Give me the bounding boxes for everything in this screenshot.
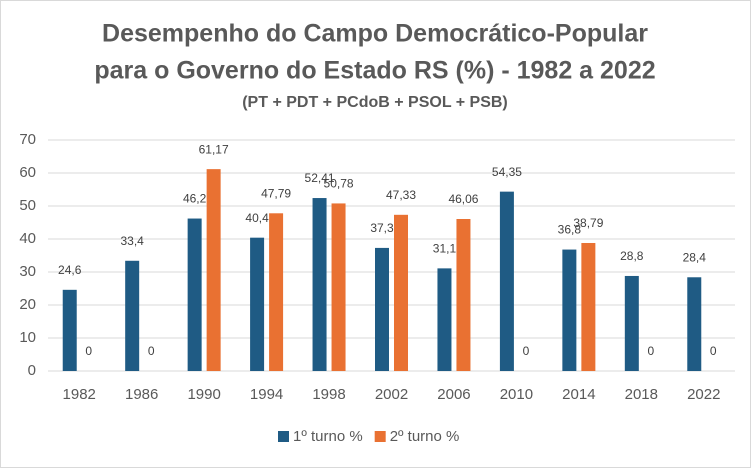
bar xyxy=(269,213,284,371)
value-label: 28,8 xyxy=(620,249,644,263)
value-label: 61,17 xyxy=(199,142,229,156)
y-tick-label: 60 xyxy=(19,164,36,181)
legend-swatch xyxy=(374,431,386,442)
value-label: 46,2 xyxy=(183,192,207,206)
x-tick-label: 1998 xyxy=(312,386,345,403)
value-label: 33,4 xyxy=(121,234,145,248)
bar xyxy=(250,237,265,371)
bar xyxy=(187,218,202,371)
value-label: 37,3 xyxy=(370,221,394,235)
x-tick-label: 1990 xyxy=(187,386,220,403)
y-tick-label: 30 xyxy=(19,263,36,280)
chart-title: Desempenho do Campo Democrático-Popular xyxy=(102,20,648,48)
bar xyxy=(687,277,702,371)
x-tick-label: 1986 xyxy=(125,386,158,403)
value-label: 50,78 xyxy=(324,177,354,191)
y-tick-label: 40 xyxy=(19,230,36,247)
bar xyxy=(624,275,639,371)
bar xyxy=(331,203,346,371)
y-tick-label: 50 xyxy=(19,197,36,214)
value-label: 38,79 xyxy=(573,216,603,230)
value-label: 0 xyxy=(710,344,717,358)
bar xyxy=(375,247,389,371)
bar xyxy=(437,268,452,371)
value-label: 47,79 xyxy=(261,186,291,200)
bar xyxy=(62,289,77,371)
x-tick-label: 2002 xyxy=(375,386,408,403)
x-tick-label: 1994 xyxy=(250,386,283,403)
value-label: 31,1 xyxy=(433,242,457,256)
value-label: 52,41 xyxy=(305,171,335,185)
y-tick-label: 0 xyxy=(28,362,36,379)
y-tick-label: 10 xyxy=(19,329,36,346)
value-label: 0 xyxy=(85,344,92,358)
value-label: 36,8 xyxy=(558,223,582,237)
bar xyxy=(456,219,471,371)
bar xyxy=(125,260,140,371)
bar xyxy=(394,214,408,371)
value-label: 40,4 xyxy=(245,211,269,225)
value-label: 28,4 xyxy=(683,250,707,264)
bar xyxy=(206,169,221,371)
bar xyxy=(499,191,514,371)
chart-title: para o Governo do Estado RS (%) - 1982 a… xyxy=(94,57,655,85)
value-label: 0 xyxy=(523,344,530,358)
chart-subtitle: (PT + PDT + PCdoB + PSOL + PSB) xyxy=(242,94,508,111)
x-tick-label: 2006 xyxy=(437,386,470,403)
value-label: 54,35 xyxy=(492,165,522,179)
y-tick-label: 20 xyxy=(19,296,36,313)
x-tick-label: 2018 xyxy=(625,386,658,403)
value-label: 0 xyxy=(148,344,155,358)
legend-label: 2º turno % xyxy=(390,428,460,445)
value-label: 47,33 xyxy=(386,188,416,202)
x-tick-label: 2014 xyxy=(562,386,595,403)
value-label: 46,06 xyxy=(448,192,478,206)
x-tick-label: 1982 xyxy=(63,386,96,403)
bar xyxy=(581,242,596,371)
value-label: 24,6 xyxy=(58,263,82,277)
bar xyxy=(312,198,327,371)
value-label: 0 xyxy=(647,344,654,358)
bar xyxy=(562,249,577,371)
x-tick-label: 2010 xyxy=(500,386,533,403)
y-tick-label: 70 xyxy=(19,131,36,148)
legend-label: 1º turno % xyxy=(293,428,363,445)
legend-swatch xyxy=(278,431,289,442)
x-tick-label: 2022 xyxy=(687,386,720,403)
